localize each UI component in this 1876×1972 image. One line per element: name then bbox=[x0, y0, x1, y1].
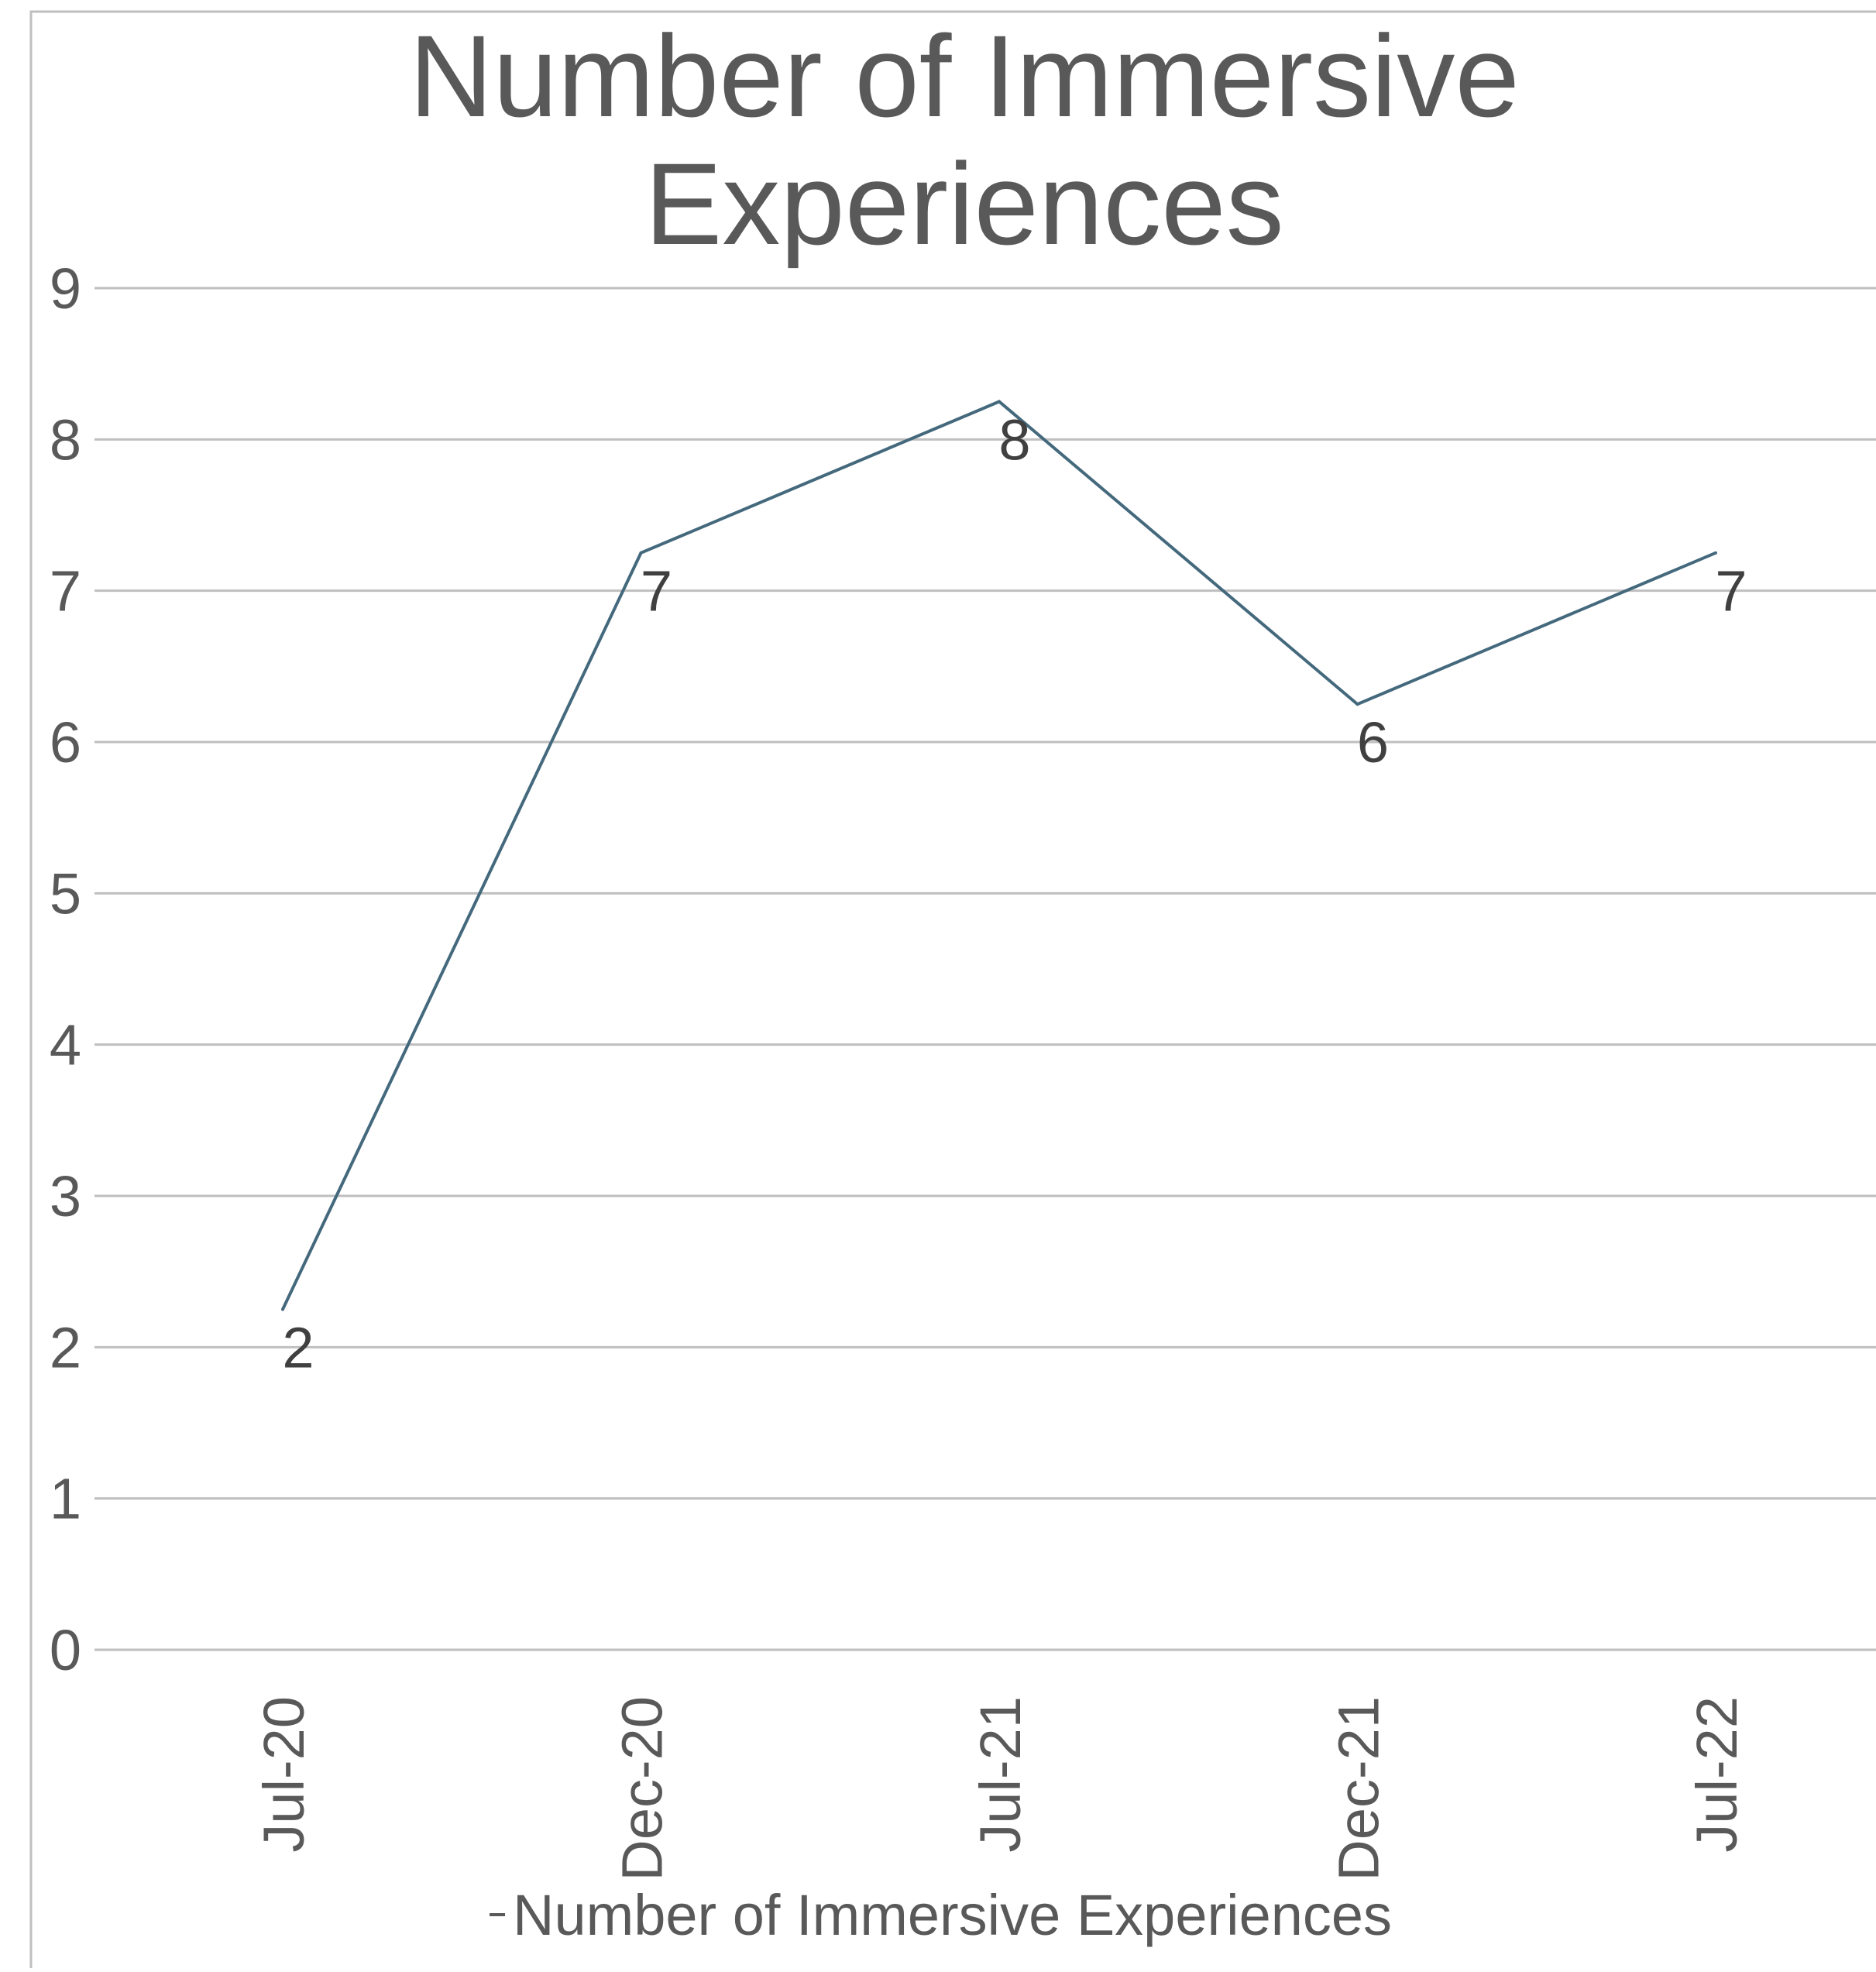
y-tick-label-0: 0 bbox=[50, 1618, 81, 1682]
gridlines bbox=[94, 287, 1876, 1651]
series-layer bbox=[281, 400, 1717, 1311]
data-label-3: 6 bbox=[1357, 710, 1389, 775]
y-tick-label-7: 7 bbox=[50, 559, 81, 624]
y-tick-label-8: 8 bbox=[50, 407, 81, 472]
x-tick-label-Dec-20: Dec-20 bbox=[610, 1696, 675, 1881]
data-labels: 2 7 8 6 7 bbox=[282, 407, 1747, 1379]
data-point-0 bbox=[281, 1307, 284, 1311]
y-tick-label-9: 9 bbox=[50, 256, 81, 321]
y-tick-label-5: 5 bbox=[50, 861, 81, 926]
y-tick-label-3: 3 bbox=[50, 1164, 81, 1228]
legend: Number of Immersive Experiences bbox=[490, 1883, 1392, 1947]
x-tick-label-Dec-21: Dec-21 bbox=[1327, 1696, 1391, 1881]
data-label-2: 8 bbox=[998, 407, 1030, 472]
data-label-1: 7 bbox=[641, 559, 672, 624]
chart-title-line-2: Experiences bbox=[644, 139, 1283, 269]
x-tick-label-Jul-22: Jul-22 bbox=[1685, 1696, 1749, 1853]
chart-title-line-1: Number of Immersive bbox=[409, 11, 1520, 141]
y-axis-ticks: 0 1 2 3 4 5 6 7 8 9 bbox=[50, 256, 81, 1682]
data-point-3 bbox=[1355, 703, 1359, 706]
y-tick-label-1: 1 bbox=[50, 1467, 81, 1531]
y-tick-label-2: 2 bbox=[50, 1315, 81, 1379]
data-label-4: 7 bbox=[1715, 559, 1747, 624]
legend-label: Number of Immersive Experiences bbox=[513, 1883, 1392, 1947]
x-axis-ticks: Jul-20 Dec-20 Jul-21 Dec-21 Jul-22 bbox=[252, 1696, 1749, 1881]
chart-frame bbox=[29, 10, 1876, 1972]
data-point-1 bbox=[639, 551, 643, 555]
data-point-4 bbox=[1714, 551, 1717, 555]
y-tick-label-4: 4 bbox=[50, 1013, 81, 1077]
y-tick-label-6: 6 bbox=[50, 710, 81, 775]
x-tick-label-Jul-21: Jul-21 bbox=[968, 1696, 1032, 1853]
data-label-0: 2 bbox=[282, 1315, 314, 1379]
data-point-2 bbox=[998, 400, 1001, 404]
x-tick-label-Jul-20: Jul-20 bbox=[252, 1696, 316, 1853]
